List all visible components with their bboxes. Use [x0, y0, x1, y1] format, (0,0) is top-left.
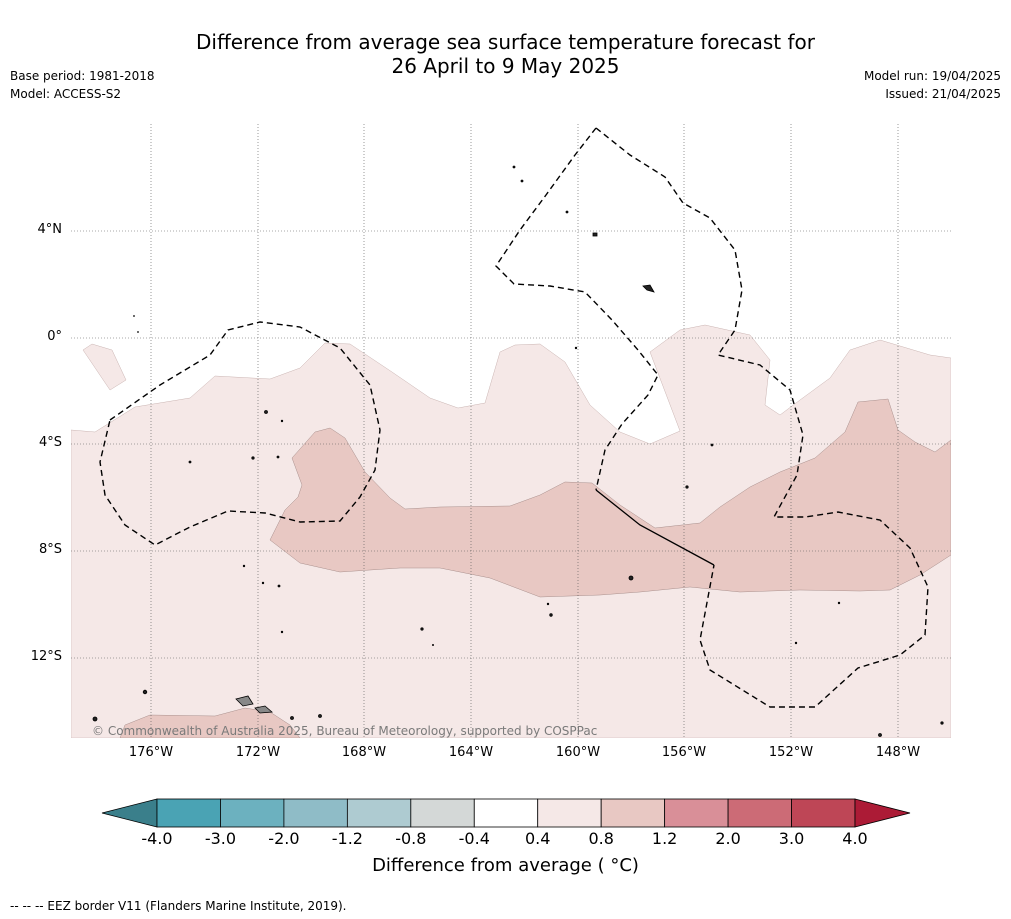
- eez-border-note: -- -- -- EEZ border V11 (Flanders Marine…: [10, 899, 347, 913]
- colorbar-segment: [220, 798, 285, 828]
- meta-left: Base period: 1981-2018 Model: ACCESS-S2: [10, 67, 155, 103]
- eez-border-tokelau: [99, 321, 381, 546]
- colorbar-segment: [156, 798, 221, 828]
- colorbar-high-extension: [854, 798, 911, 828]
- lat-label-12S: 12°S: [30, 649, 62, 664]
- colorbar-segment: [473, 798, 539, 828]
- colorbar-tick-label: -2.0: [268, 829, 300, 848]
- model-name: Model: ACCESS-S2: [10, 87, 122, 101]
- meta-right: Model run: 19/04/2025 Issued: 21/04/2025: [864, 67, 1001, 103]
- base-period: Base period: 1981-2018: [10, 69, 155, 83]
- colorbar: [101, 798, 911, 828]
- lon-label-172W: 172°W: [235, 745, 281, 760]
- lon-label-160W: 160°W: [555, 745, 601, 760]
- lat-label-8S: 8°S: [38, 542, 62, 557]
- colorbar-label: Difference from average ( °C): [372, 855, 639, 876]
- graticule: [71, 124, 951, 738]
- title-line-1: Difference from average sea surface temp…: [195, 30, 815, 54]
- colorbar-tick-label: 4.0: [842, 829, 868, 848]
- colorbar-tick-label: 3.0: [778, 829, 805, 848]
- lon-label-156W: 156°W: [661, 745, 707, 760]
- lon-label-148W: 148°W: [875, 745, 921, 760]
- islands: [92, 165, 944, 737]
- eez-solid-segment: [595, 489, 715, 566]
- colorbar-segment: [410, 798, 475, 828]
- colorbar-segment: [600, 798, 666, 828]
- colorbar-low-extension: [101, 798, 158, 828]
- eez-borders: [99, 127, 929, 708]
- colorbar-segment: [727, 798, 792, 828]
- anomaly-light-patch: [82, 343, 127, 391]
- colorbar-tick-label: 1.2: [651, 829, 678, 848]
- lat-label-4S: 4°S: [38, 435, 62, 450]
- colorbar-tick-label: 2.0: [715, 829, 741, 848]
- colorbar-segment: [346, 798, 412, 828]
- lat-label-0: 0°: [47, 329, 62, 344]
- colorbar-segment: [537, 798, 602, 828]
- anomaly-medium-patch: [119, 707, 301, 738]
- lon-label-164W: 164°W: [448, 745, 494, 760]
- colorbar-segment: [664, 798, 729, 828]
- colorbar-tick-label: -3.0: [204, 829, 237, 848]
- eez-border-line-islands: [595, 127, 929, 708]
- colorbar-tick-label: -0.4: [458, 829, 490, 848]
- lon-label-152W: 152°W: [768, 745, 814, 760]
- colorbar-tick-label: 0.4: [524, 829, 551, 848]
- issued-date: Issued: 21/04/2025: [885, 87, 1001, 101]
- lat-label-4N: 4°N: [37, 222, 63, 237]
- colorbar-tick-label: -1.2: [331, 829, 363, 848]
- colorbar-tick-label: -4.0: [141, 829, 173, 848]
- lon-label-176W: 176°W: [128, 745, 174, 760]
- colorbar-tick-label: -0.8: [395, 829, 427, 848]
- chart-title: Difference from average sea surface temp…: [0, 30, 1011, 78]
- model-run: Model run: 19/04/2025: [863, 69, 1001, 83]
- colorbar-segment: [791, 798, 856, 828]
- colorbar-tick-label: 0.8: [588, 829, 614, 848]
- anomaly-medium-band: [269, 398, 951, 598]
- colorbar-segment: [283, 798, 348, 828]
- title-line-2: 26 April to 9 May 2025: [391, 54, 620, 78]
- lon-label-168W: 168°W: [341, 745, 387, 760]
- copyright-note: © Commonwealth of Australia 2025, Bureau…: [92, 724, 598, 738]
